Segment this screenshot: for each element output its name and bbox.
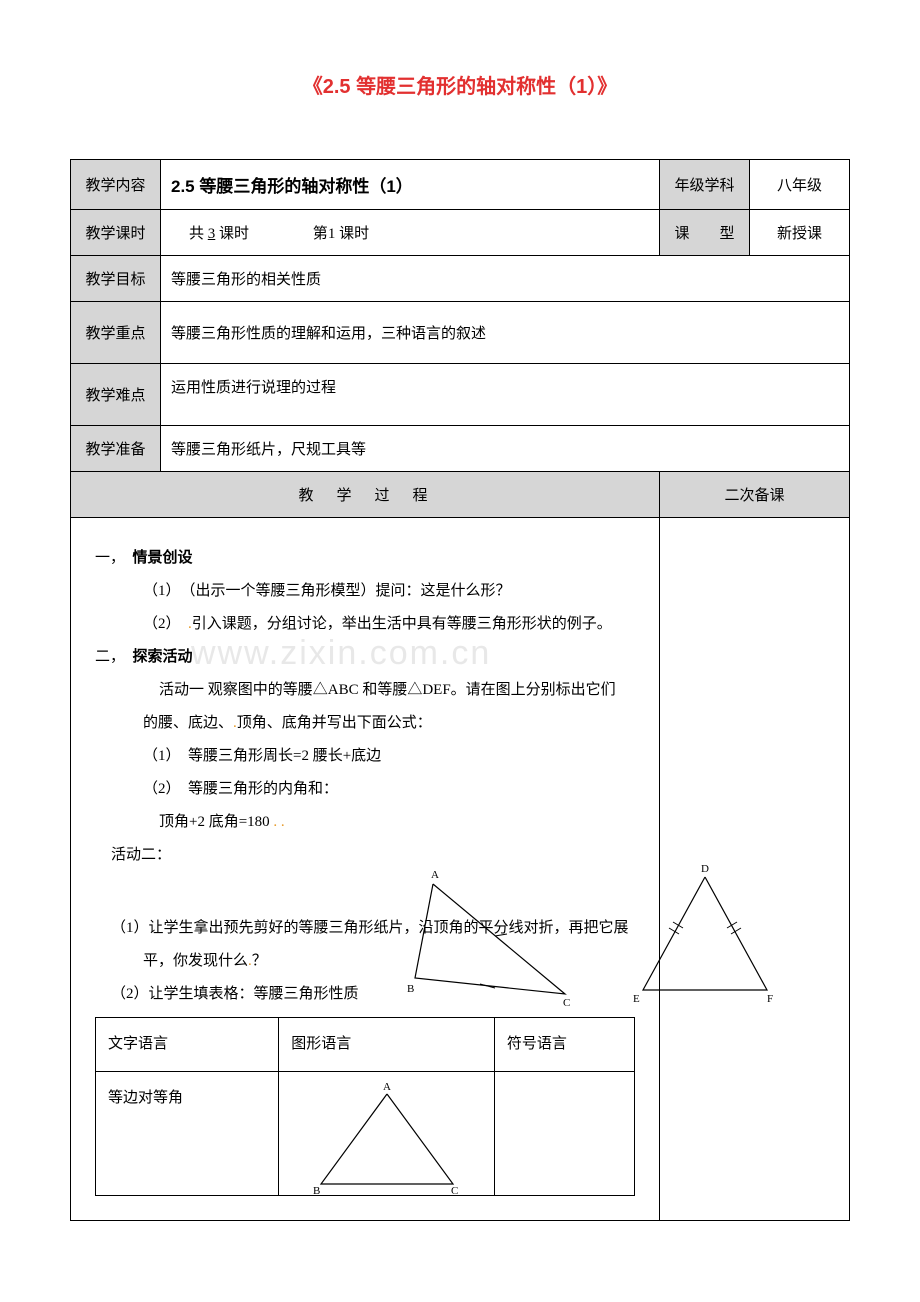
value-hours: 共 3 课时 第1 课时 <box>161 210 660 256</box>
svg-text:B: B <box>407 983 414 995</box>
label-content: 教学内容 <box>71 160 161 210</box>
value-prep: 等腰三角形纸片，尺规工具等 <box>161 426 850 472</box>
svg-text:A: A <box>431 869 439 881</box>
value-content: 2.5 等腰三角形的轴对称性（1） <box>161 160 660 210</box>
value-grade: 八年级 <box>750 160 850 210</box>
label-grade: 年级学科 <box>660 160 750 210</box>
figure-row: A B C D E F <box>95 872 635 1022</box>
svg-text:A: A <box>383 1081 391 1093</box>
section-2-head: 二， 探索活动 <box>95 641 635 674</box>
label-process: 教 学 过 程 <box>71 472 660 518</box>
triangle-abc-figure: A B C <box>395 866 595 1006</box>
svg-text:C: C <box>563 997 570 1006</box>
s1-item-1: （1） （出示一个等腰三角形模型）提问：这是什么形？ <box>95 575 635 608</box>
label-type: 课 型 <box>660 210 750 256</box>
s1-item-2: （2） .引入课题，分组讨论，举出生活中具有等腰三角形形状的例子。 <box>95 608 635 641</box>
svg-text:B: B <box>313 1185 320 1195</box>
page-title: 《2.5 等腰三角形的轴对称性（1）》 <box>70 70 850 99</box>
svg-text:D: D <box>701 863 709 875</box>
triangle-def-figure: D E F <box>625 862 785 1012</box>
svg-text:E: E <box>633 993 640 1005</box>
value-keypoint: 等腰三角形性质的理解和运用，三种语言的叙述 <box>161 302 850 364</box>
inner-r1c2: A B C <box>279 1072 495 1196</box>
inner-h3: 符号语言 <box>494 1018 634 1072</box>
s2a: 活动一 观察图中的等腰△ABC 和等腰△DEF。请在图上分别标出它们 <box>95 674 635 707</box>
s2e: 顶角+2 底角=180 . . <box>95 806 635 839</box>
inner-h1: 文字语言 <box>96 1018 279 1072</box>
content-area: www.zixin.com.cn 一， 情景创设 （1） （出示一个等腰三角形模… <box>81 530 649 1208</box>
section-1-head: 一， 情景创设 <box>95 542 635 575</box>
inner-r1c1: 等边对等角 <box>96 1072 279 1196</box>
inner-table: 文字语言 图形语言 符号语言 等边对等角 A B C <box>95 1017 635 1196</box>
label-goal: 教学目标 <box>71 256 161 302</box>
label-secondary: 二次备课 <box>660 472 850 518</box>
s2d: （2） 等腰三角形的内角和： <box>95 773 635 806</box>
s2b: 的腰、底边、.顶角、底角并写出下面公式： <box>95 707 635 740</box>
value-goal: 等腰三角形的相关性质 <box>161 256 850 302</box>
value-type: 新授课 <box>750 210 850 256</box>
label-difficulty: 教学难点 <box>71 364 161 426</box>
s2c: （1） 等腰三角形周长=2 腰长+底边 <box>95 740 635 773</box>
inner-r1c3 <box>494 1072 634 1196</box>
inner-h2: 图形语言 <box>279 1018 495 1072</box>
label-hours: 教学课时 <box>71 210 161 256</box>
value-difficulty: 运用性质进行说理的过程 <box>161 364 850 426</box>
triangle-inner-figure: A B C <box>297 1080 477 1195</box>
label-keypoint: 教学重点 <box>71 302 161 364</box>
svg-text:F: F <box>767 993 773 1005</box>
label-prep: 教学准备 <box>71 426 161 472</box>
meta-table: 教学内容 2.5 等腰三角形的轴对称性（1） 年级学科 八年级 教学课时 共 3… <box>70 159 850 1221</box>
svg-text:C: C <box>451 1185 458 1195</box>
